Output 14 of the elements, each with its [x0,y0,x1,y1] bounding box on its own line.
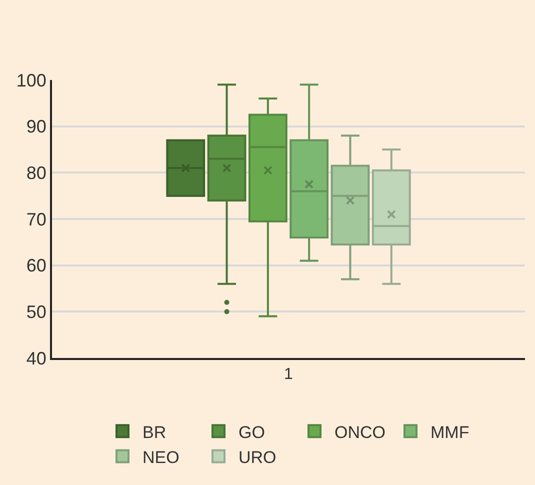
legend-label: ONCO [334,422,386,442]
y-tick-label: 50 [26,302,46,322]
x-tick-label: 1 [284,366,294,384]
legend-label: GO [238,422,265,442]
legend-label: NEO [142,448,180,467]
y-tick-label: 60 [26,256,46,276]
y-tick-label: 40 [26,348,46,368]
y-tick-label: 80 [26,162,46,183]
legend-label: URO [238,448,276,467]
legend-label: MMF [430,422,470,442]
legend-label: BR [142,422,166,442]
y-tick-label: 100 [16,70,46,90]
y-tick-label: 70 [26,209,46,230]
y-tick-label: 90 [26,116,46,137]
